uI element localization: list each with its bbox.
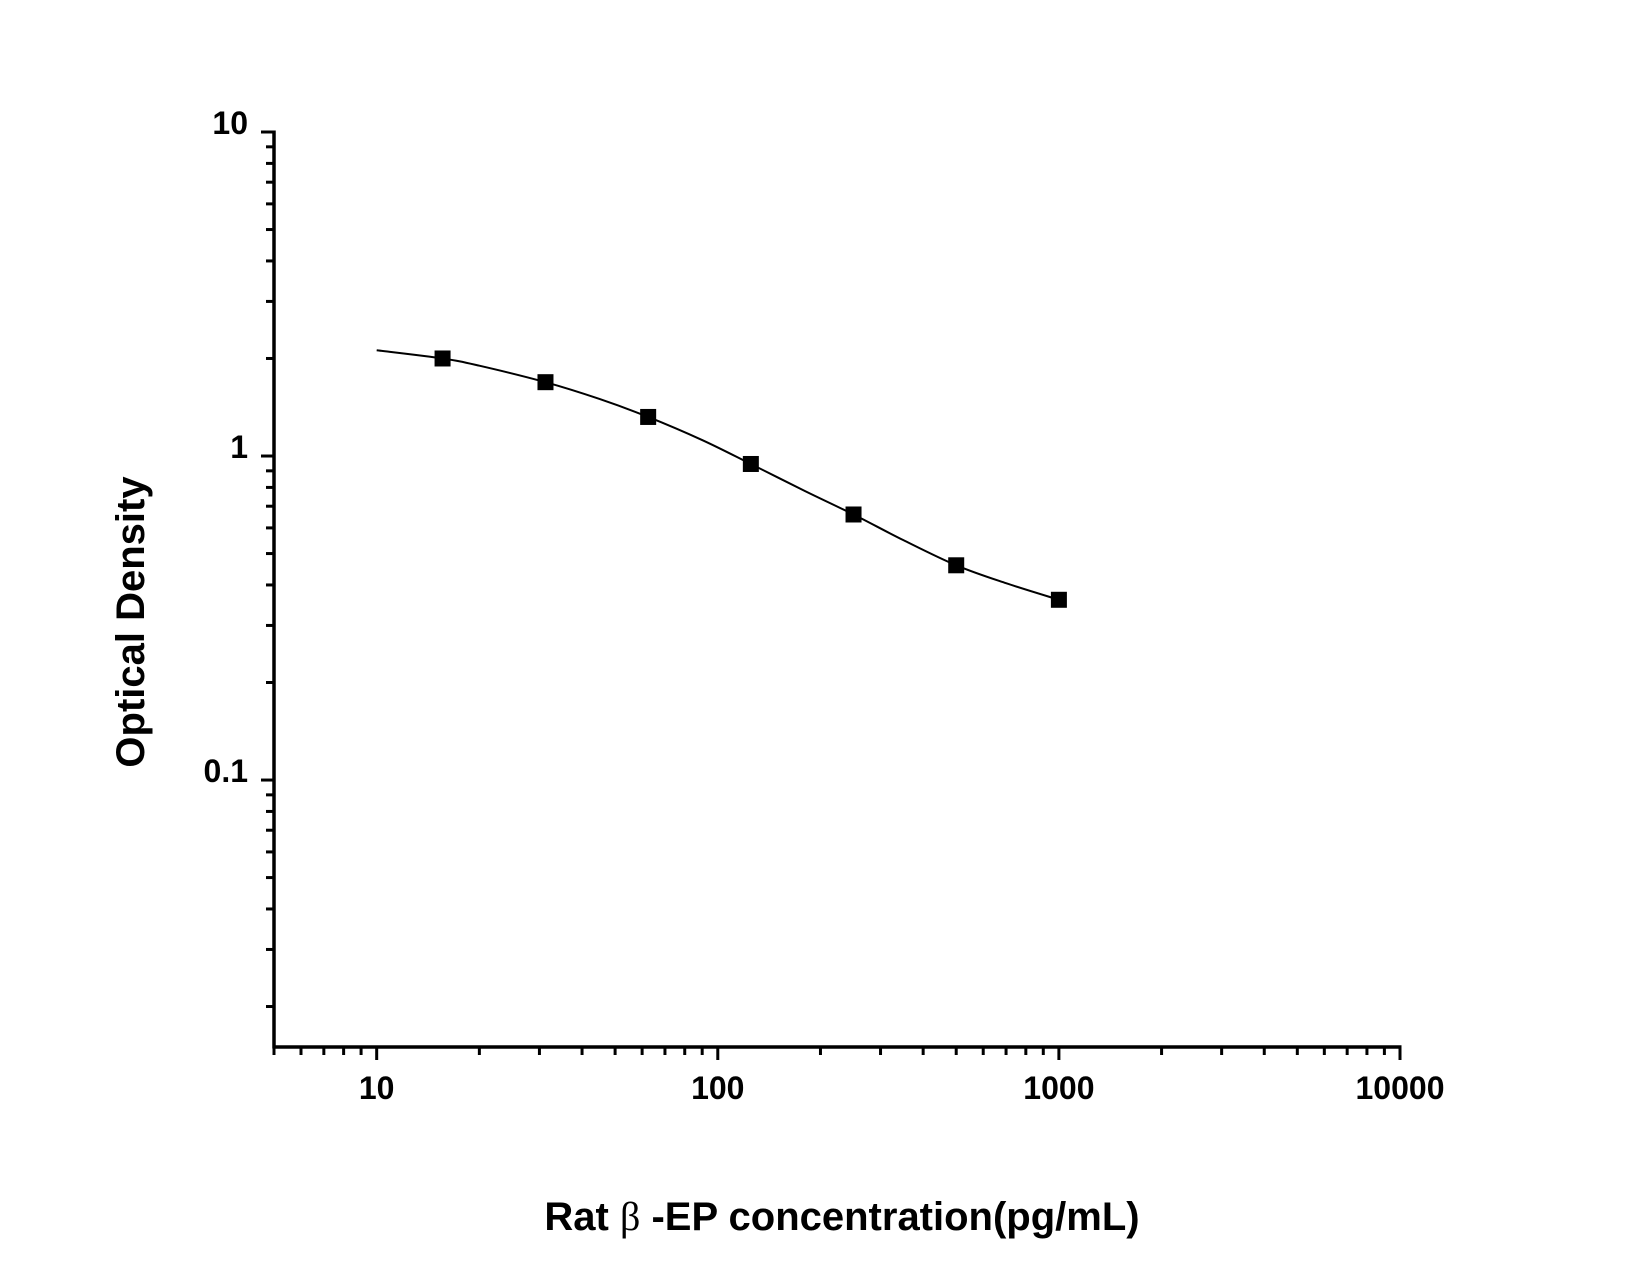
x-tick-label: 100: [691, 1070, 744, 1106]
beta-symbol: β: [620, 1194, 640, 1239]
data-point-marker: [948, 557, 965, 574]
data-point-marker: [845, 506, 862, 523]
x-tick-label: 1000: [1023, 1070, 1094, 1106]
x-tick-label: 10000: [1356, 1070, 1445, 1106]
y-tick-label: 10: [212, 105, 248, 141]
x-tick-label: 10: [359, 1070, 395, 1106]
x-axis: [272, 1045, 1402, 1060]
y-tick-label: 1: [230, 429, 248, 465]
data-point-marker: [640, 408, 657, 425]
data-markers: [434, 350, 1067, 608]
y-axis: [261, 130, 276, 1049]
data-point-marker: [742, 455, 759, 472]
x-axis-title-suffix: -EP concentration(pg/mL): [640, 1195, 1139, 1239]
y-axis-title: Optical Density: [109, 476, 153, 768]
data-point-marker: [1050, 591, 1067, 608]
x-tick-labels: 10 100 1000 10000: [359, 1070, 1445, 1106]
data-point-marker: [434, 350, 451, 367]
x-axis-title-prefix: Rat: [544, 1195, 620, 1239]
data-point-marker: [537, 374, 554, 391]
y-tick-label: 0.1: [204, 753, 248, 789]
x-axis-title: Rat β -EP concentration(pg/mL): [544, 1194, 1139, 1239]
y-tick-labels: 0.1 1 10: [204, 105, 248, 789]
